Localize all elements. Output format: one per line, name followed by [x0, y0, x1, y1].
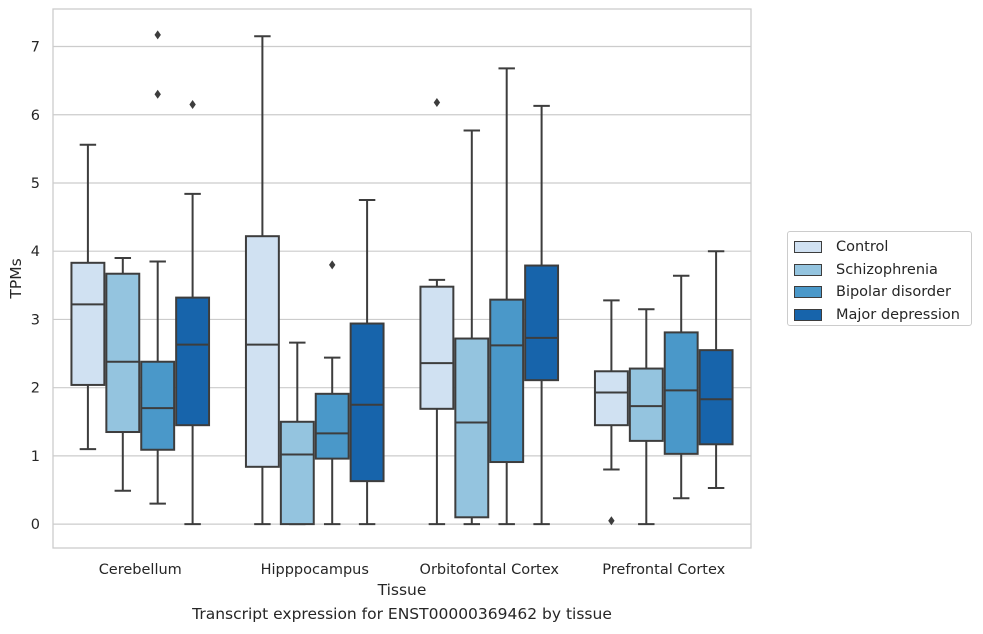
outlier-point — [329, 260, 336, 270]
y-tick-label: 0 — [31, 517, 40, 533]
box-body — [698, 349, 734, 446]
box-major-depression — [349, 199, 385, 526]
outlier-point — [608, 516, 615, 526]
box-body — [349, 322, 385, 483]
box-body — [244, 235, 280, 468]
box-body — [628, 367, 664, 442]
outlier-point — [433, 97, 441, 107]
chart-caption: Transcript expression for ENST0000036946… — [192, 605, 612, 623]
box-body — [663, 331, 699, 455]
box-bipolar-disorder — [140, 30, 176, 505]
legend-item: Major depression — [794, 304, 971, 327]
legend-label: Schizophrenia — [836, 261, 938, 278]
box-bipolar-disorder — [489, 67, 525, 526]
x-tick-label: Cerebellum — [99, 562, 182, 578]
y-tick-label: 2 — [31, 381, 40, 397]
box-body — [454, 337, 490, 519]
y-tick-label: 1 — [31, 449, 40, 465]
box-body — [105, 272, 141, 434]
y-tick-label: 5 — [31, 176, 40, 192]
box-body — [524, 264, 560, 382]
legend: Control Schizophrenia Bipolar disorder Majo… — [787, 231, 972, 326]
legend-label: Control — [836, 239, 889, 256]
box-body — [489, 298, 525, 464]
legend-swatch — [794, 308, 822, 321]
x-axis-label: Tissue — [377, 581, 427, 599]
legend-label: Bipolar disorder — [836, 284, 951, 301]
y-tick-label: 3 — [31, 312, 40, 328]
x-tick-label: Orbitofontal Cortex — [420, 562, 560, 578]
box-body — [70, 261, 106, 386]
box-body — [314, 392, 350, 460]
legend-swatch — [794, 241, 822, 254]
y-tick-label: 7 — [31, 40, 40, 56]
box-major-depression — [524, 104, 560, 526]
box-schizophrenia — [454, 129, 490, 526]
box-control — [593, 299, 629, 526]
outlier-point — [154, 89, 161, 99]
box-body — [140, 360, 176, 451]
y-tick-label: 6 — [31, 108, 40, 124]
box-schizophrenia — [628, 308, 664, 526]
legend-label: Major depression — [836, 306, 960, 323]
legend-swatch — [794, 263, 822, 276]
outlier-point — [189, 100, 196, 110]
outlier-point — [154, 30, 161, 40]
box-bipolar-disorder — [663, 274, 699, 500]
legend-item: Schizophrenia — [794, 259, 971, 282]
box-body — [419, 285, 455, 410]
box-body — [175, 296, 211, 427]
x-tick-labels: Cerebellum Hipppocampus Orbitofontal Corte… — [99, 562, 726, 578]
box-control — [419, 97, 455, 526]
box-bipolar-disorder — [314, 260, 350, 526]
plot-area-frame — [52, 8, 752, 549]
box-major-depression — [698, 250, 734, 489]
box-body — [593, 370, 629, 427]
x-tick-label: Hipppocampus — [261, 562, 369, 578]
boxes — [70, 30, 734, 526]
legend-item: Control — [794, 236, 971, 259]
box-schizophrenia — [105, 257, 141, 492]
y-tick-labels: 0 1 2 3 4 5 6 7 — [31, 40, 40, 534]
box-control — [244, 35, 280, 526]
y-tick-label: 4 — [31, 244, 40, 260]
box-schizophrenia — [279, 341, 315, 526]
legend-swatch — [794, 286, 822, 299]
y-axis-label: TPMs — [7, 258, 25, 299]
box-major-depression — [175, 100, 211, 526]
x-tick-label: Prefrontal Cortex — [602, 562, 725, 578]
box-control — [70, 143, 106, 451]
legend-item: Bipolar disorder — [794, 281, 971, 304]
box-body — [279, 420, 315, 526]
